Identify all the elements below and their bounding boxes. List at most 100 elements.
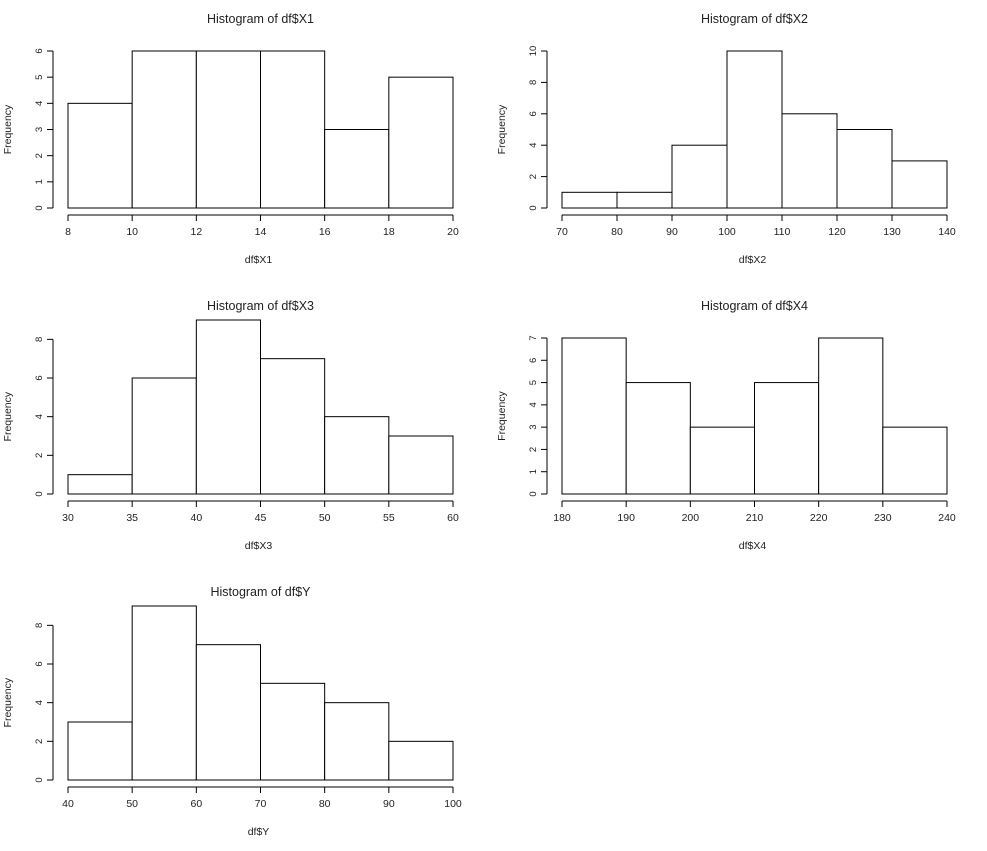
histogram-bar — [324, 702, 390, 781]
y-tick-label: 0 — [34, 205, 45, 210]
y-tick-label: 4 — [528, 402, 539, 407]
histogram-bar — [818, 337, 884, 495]
y-tick-label: 8 — [34, 337, 45, 342]
x-axis-label: df$X2 — [739, 254, 767, 266]
x-tick-label: 40 — [62, 798, 74, 810]
histogram-bar — [67, 102, 133, 209]
histogram-bar — [836, 129, 893, 209]
histogram-panel: Histogram of df$X18 10 12 14 16 18 20df$X10123… — [2, 12, 459, 266]
x-tick-label: 120 — [828, 226, 846, 238]
y-tick-label: 1 — [34, 179, 45, 184]
x-tick-label: 8 — [65, 226, 71, 238]
x-tick-label: 230 — [874, 512, 892, 524]
chart-title: Histogram of df$Y — [210, 585, 311, 599]
y-tick-label: 5 — [34, 75, 45, 80]
y-tick-label: 1 — [528, 469, 539, 474]
chart-title: Histogram of df$X2 — [701, 12, 808, 26]
histogram-bar — [726, 50, 783, 209]
y-tick-label: 3 — [34, 127, 45, 132]
histogram-bar — [388, 76, 454, 209]
histogram-bar — [781, 113, 838, 209]
x-tick-label: 240 — [938, 512, 956, 524]
x-tick-label: 10 — [126, 226, 138, 238]
x-tick-label: 16 — [319, 226, 331, 238]
x-tick-label: 60 — [190, 798, 202, 810]
y-tick-label: 6 — [34, 661, 45, 666]
y-axis-label: Frequency — [496, 104, 508, 154]
y-tick-label: 2 — [34, 739, 45, 744]
x-tick-label: 18 — [383, 226, 395, 238]
x-tick-label: 12 — [190, 226, 202, 238]
y-tick-label: 6 — [34, 48, 45, 53]
x-tick-label: 14 — [255, 226, 267, 238]
x-tick-label: 90 — [666, 226, 678, 238]
x-tick-label: 40 — [190, 512, 202, 524]
y-tick-label: 0 — [528, 491, 539, 496]
x-tick-label: 35 — [126, 512, 138, 524]
x-tick-label: 80 — [611, 226, 623, 238]
y-tick-label: 0 — [34, 777, 45, 782]
x-tick-label: 30 — [62, 512, 74, 524]
histogram-bar — [131, 377, 197, 495]
y-tick-label: 2 — [34, 153, 45, 158]
y-tick-label: 0 — [34, 491, 45, 496]
x-tick-label: 100 — [444, 798, 462, 810]
y-tick-label: 10 — [528, 46, 539, 57]
y-axis-label: Frequency — [2, 677, 14, 727]
y-axis-label: Frequency — [496, 390, 508, 440]
x-axis-label: df$Y — [248, 826, 270, 838]
histogram-bar — [260, 50, 326, 209]
x-tick-label: 50 — [319, 512, 331, 524]
y-tick-label: 2 — [528, 447, 539, 452]
histogram-bar — [67, 721, 133, 781]
x-tick-label: 190 — [617, 512, 635, 524]
y-axis-label: Frequency — [2, 391, 14, 441]
x-tick-label: 220 — [810, 512, 828, 524]
x-tick-label: 70 — [556, 226, 568, 238]
histogram-bar — [324, 129, 390, 209]
y-tick-label: 8 — [528, 80, 539, 85]
histogram-bar — [388, 740, 454, 781]
chart-title: Histogram of df$X4 — [701, 299, 808, 313]
histogram-bar — [671, 144, 728, 209]
histogram-bar — [891, 160, 948, 209]
histogram-bar — [260, 358, 326, 495]
histogram-panel: Histogram of df$X3 30 35 40 45 50 55 60 df$X3 0 2 4… — [2, 299, 459, 552]
y-axis-label: Frequency — [2, 104, 14, 154]
x-tick-label: 55 — [383, 512, 395, 524]
x-tick-label: 210 — [746, 512, 764, 524]
histogram-bar — [388, 435, 454, 495]
histogram-bar — [561, 337, 627, 495]
x-tick-label: 100 — [718, 226, 736, 238]
x-tick-label: 20 — [447, 226, 459, 238]
y-tick-label: 2 — [528, 174, 539, 179]
y-tick-label: 4 — [34, 700, 45, 705]
y-tick-label: 4 — [34, 414, 45, 419]
y-tick-label: 7 — [528, 335, 539, 340]
y-tick-label: 4 — [34, 101, 45, 106]
x-axis-label: df$X4 — [739, 540, 767, 552]
histogram-bar — [195, 319, 261, 495]
y-tick-label: 6 — [528, 111, 539, 116]
x-tick-label: 80 — [319, 798, 331, 810]
y-tick-label: 0 — [528, 205, 539, 210]
x-tick-label: 180 — [553, 512, 571, 524]
x-tick-label: 200 — [682, 512, 700, 524]
histogram-bar — [195, 50, 261, 209]
histogram-bar — [561, 191, 618, 209]
histogram-bar — [754, 382, 820, 495]
x-axis-label: df$X1 — [245, 254, 273, 266]
y-tick-label: 2 — [34, 453, 45, 458]
x-tick-label: 140 — [938, 226, 956, 238]
histogram-bar — [689, 426, 755, 495]
x-tick-label: 130 — [883, 226, 901, 238]
y-tick-label: 6 — [528, 358, 539, 363]
x-tick-label: 50 — [126, 798, 138, 810]
histogram-bar — [882, 426, 948, 495]
histogram-bar — [260, 682, 326, 781]
y-tick-label: 5 — [528, 380, 539, 385]
histogram-panel: Histogram of df$Y 40 50 60 70 80 90 100 df$Y 0 2 4 6… — [2, 585, 462, 838]
